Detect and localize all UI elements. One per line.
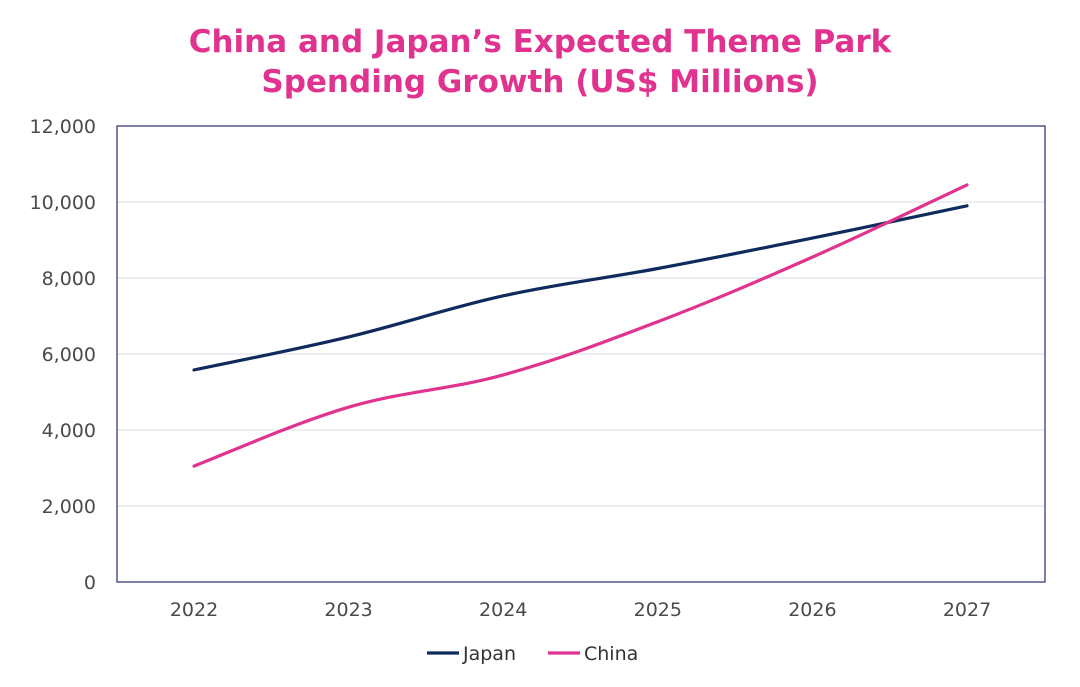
- x-tick-label: 2025: [634, 599, 682, 621]
- x-tick-label: 2022: [170, 599, 218, 621]
- series-line-japan: [192, 204, 969, 372]
- plot-area-frame: [116, 125, 1046, 583]
- x-axis-tick-labels: 2022 2023 2024 2025 2026 2027: [170, 599, 991, 621]
- chart-title-line-1: China and Japan’s Expected Theme Park: [188, 24, 892, 60]
- series-line-china: [192, 183, 969, 468]
- x-tick-label: 2024: [479, 599, 527, 621]
- x-tick-label: 2027: [943, 599, 991, 621]
- legend-label: Japan: [462, 643, 516, 665]
- y-tick-label: 6,000: [42, 344, 96, 366]
- legend: Japan China: [427, 643, 638, 665]
- y-axis-tick-labels: 0 2,000 4,000 6,000 8,000 10,000 12,000: [30, 116, 96, 594]
- chart-title: China and Japan’s Expected Theme Park Sp…: [0, 22, 1080, 102]
- y-tick-label: 12,000: [30, 116, 96, 138]
- legend-item-japan: Japan: [427, 643, 516, 665]
- legend-item-china: China: [548, 643, 638, 665]
- legend-label: China: [584, 643, 638, 665]
- y-tick-label: 2,000: [42, 496, 96, 518]
- y-tick-label: 4,000: [42, 420, 96, 442]
- series-lines: [192, 183, 969, 468]
- y-tick-label: 10,000: [30, 192, 96, 214]
- x-tick-label: 2023: [324, 599, 372, 621]
- y-tick-label: 0: [84, 572, 96, 594]
- x-tick-label: 2026: [788, 599, 836, 621]
- y-tick-label: 8,000: [42, 268, 96, 290]
- chart-title-line-2: Spending Growth (US$ Millions): [261, 64, 819, 100]
- gridlines: [117, 201, 1045, 507]
